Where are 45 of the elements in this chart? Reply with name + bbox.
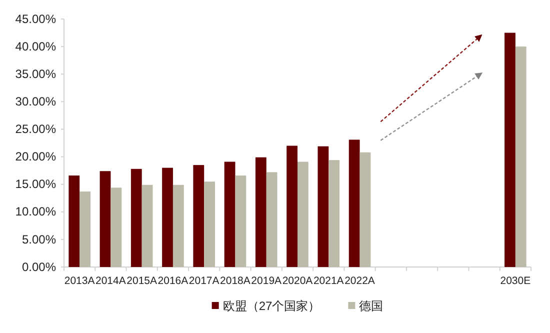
x-tick-label: 2017A bbox=[188, 275, 220, 287]
x-tick-label: 2019A bbox=[251, 275, 282, 287]
bar bbox=[162, 168, 173, 267]
bar bbox=[224, 162, 236, 267]
bar bbox=[515, 46, 526, 267]
y-tick-label: 0.00% bbox=[22, 260, 56, 274]
bar bbox=[318, 146, 329, 267]
bar bbox=[130, 168, 142, 267]
bar bbox=[172, 184, 184, 267]
y-tick-label: 35.00% bbox=[15, 66, 56, 81]
bar bbox=[328, 160, 340, 267]
bar bbox=[298, 162, 308, 267]
y-tick-label: 15.00% bbox=[15, 177, 56, 192]
x-tick-label: 2022A bbox=[344, 275, 375, 287]
y-tick-label: 20.00% bbox=[15, 150, 56, 164]
bar bbox=[286, 146, 298, 267]
y-tick-label: 45.00% bbox=[15, 12, 56, 26]
y-tick-label: 40.00% bbox=[15, 39, 56, 54]
x-tick-label: 2020A bbox=[282, 275, 313, 287]
y-tick-label: 30.00% bbox=[15, 94, 56, 109]
bar bbox=[142, 184, 153, 267]
bar bbox=[235, 176, 246, 267]
x-tick-label: 2021A bbox=[313, 275, 344, 287]
x-tick-label: 2030E bbox=[500, 275, 531, 287]
bar bbox=[204, 182, 215, 267]
legend-label: 德国 bbox=[359, 299, 384, 313]
y-tick-label: 25.00% bbox=[15, 122, 56, 136]
bar bbox=[100, 171, 111, 267]
x-tick-label: 2015A bbox=[126, 275, 158, 287]
y-tick-label: 5.00% bbox=[22, 232, 56, 246]
legend-label: 欧盟（27个国家） bbox=[222, 299, 320, 313]
x-tick-label: 2018A bbox=[220, 275, 250, 287]
bar bbox=[360, 152, 371, 267]
x-tick-label: 2016A bbox=[158, 275, 188, 287]
bar bbox=[110, 188, 122, 267]
bar bbox=[348, 140, 360, 267]
bar bbox=[193, 165, 204, 267]
x-tick-label: 2013A bbox=[64, 275, 95, 287]
bar bbox=[255, 157, 266, 267]
y-tick-label: 10.00% bbox=[15, 204, 56, 219]
bar bbox=[80, 192, 90, 267]
bar bbox=[68, 176, 80, 267]
bar bbox=[504, 32, 516, 267]
bar bbox=[266, 172, 278, 267]
x-tick-label: 2014A bbox=[96, 275, 126, 287]
